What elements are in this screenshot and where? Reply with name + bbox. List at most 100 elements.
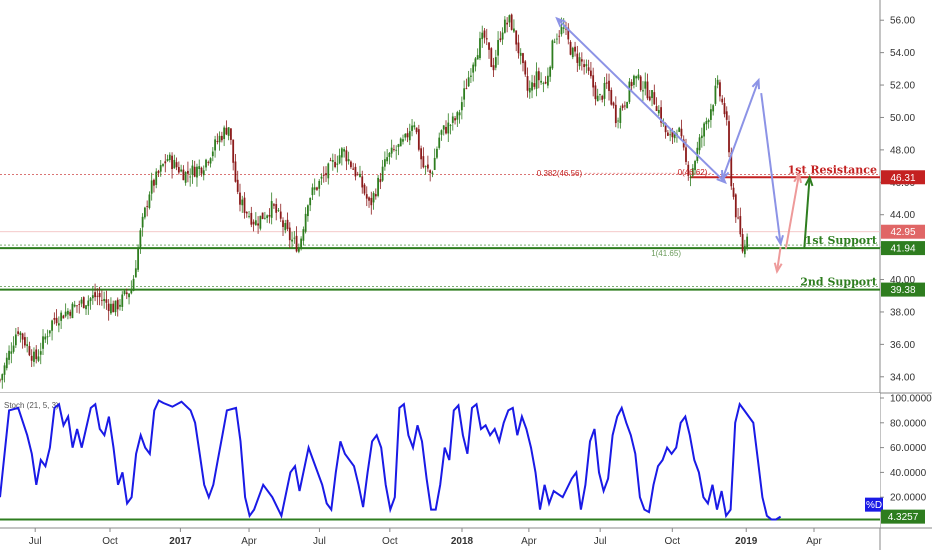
- price-labels: 1st Resistance 1st Support 2nd Support 0.38…: [537, 163, 878, 288]
- price-y-axis[interactable]: 34.0036.0038.0040.0042.0044.0046.0048.00…: [880, 16, 915, 384]
- candle-body: [48, 330, 51, 334]
- price-tick-label: 34.00: [890, 372, 915, 383]
- candle-body: [644, 81, 647, 89]
- candle-body: [637, 74, 640, 79]
- price-plot-area[interactable]: [0, 0, 880, 393]
- level-price-tag: [881, 282, 925, 297]
- candle-body: [628, 81, 631, 102]
- osc-tick-label: 40.0000: [890, 468, 927, 479]
- candle-body: [623, 105, 626, 107]
- candle-body: [87, 300, 90, 307]
- candle-body: [26, 344, 29, 347]
- candle-body: [347, 159, 350, 162]
- fib-label: 0(46.62): [678, 168, 708, 177]
- candle-body: [734, 194, 737, 218]
- candle-body: [51, 320, 53, 331]
- candle-body: [540, 80, 542, 83]
- candle-body: [517, 42, 520, 54]
- candle-body: [193, 166, 196, 177]
- candle-body: [368, 197, 370, 201]
- candle-body: [177, 167, 180, 173]
- candle-body: [300, 238, 303, 249]
- candle-body: [121, 294, 124, 307]
- candle-body: [467, 77, 470, 87]
- candle-body: [671, 131, 674, 138]
- candle-body: [91, 295, 94, 299]
- candle-body: [345, 150, 348, 162]
- candle-body: [205, 159, 207, 168]
- candle-body: [46, 336, 49, 338]
- candle-body: [33, 351, 35, 362]
- candle-body: [166, 159, 169, 161]
- price-tick-label: 48.00: [890, 145, 915, 156]
- oscillator-pane[interactable]: Stoch (21, 5, 3) 100.0000 80.0000 60.0000 4…: [0, 393, 932, 528]
- candle-body: [687, 164, 690, 176]
- price-tick-label: 36.00: [890, 340, 915, 351]
- price-tick-label: 40.00: [890, 275, 915, 286]
- candle-body: [703, 123, 706, 137]
- series-name-tag-text: %D: [866, 500, 882, 511]
- price-tick-label: 50.00: [890, 113, 915, 124]
- candle-body: [542, 83, 545, 85]
- candle-body: [411, 125, 413, 131]
- candle-body: [621, 105, 624, 108]
- candle-body: [415, 127, 418, 133]
- candle-body: [189, 176, 192, 178]
- candle-body: [370, 197, 373, 206]
- candle-body: [381, 166, 384, 181]
- time-axis[interactable]: Jul Oct 2017 Apr Jul Oct 2018 Apr Jul Oct 2019 Apr: [29, 528, 823, 547]
- candle-body: [501, 32, 504, 40]
- candle-body: [288, 227, 291, 241]
- oscillator-plot-area[interactable]: [0, 393, 880, 528]
- candle-body: [196, 166, 198, 178]
- candle-body: [302, 229, 305, 241]
- time-tick-label: 2017: [169, 536, 192, 547]
- candle-body: [499, 38, 502, 41]
- candle-body: [476, 55, 479, 60]
- candle-body: [200, 167, 203, 174]
- candle-body: [737, 217, 739, 219]
- candle-body: [89, 298, 92, 302]
- candle-body: [114, 300, 117, 313]
- candle-body: [263, 217, 266, 219]
- price-levels: [0, 172, 880, 291]
- candle-body: [44, 336, 47, 340]
- candle-body: [723, 103, 726, 115]
- candle-body: [168, 154, 171, 161]
- candle-body: [422, 156, 425, 168]
- candle-body: [571, 47, 574, 58]
- candle-body: [678, 127, 681, 132]
- candle-body: [76, 305, 78, 307]
- candle-body: [227, 127, 230, 136]
- candle-body: [297, 247, 300, 252]
- candle-body: [377, 177, 379, 196]
- oscillator-legend: Stoch (21, 5, 3): [4, 401, 59, 410]
- candle-body: [100, 299, 103, 301]
- candle-body: [71, 303, 74, 319]
- candle-body: [689, 177, 692, 178]
- candle-body: [617, 120, 619, 122]
- candle-body: [535, 71, 538, 89]
- candle-body: [442, 125, 445, 130]
- oscillator-y-axis[interactable]: 100.0000 80.0000 60.0000 40.0000 20.0000: [880, 394, 932, 504]
- candle-body: [546, 75, 549, 86]
- candle-body: [8, 350, 10, 360]
- candle-body: [132, 278, 135, 291]
- candle-body: [304, 213, 307, 232]
- candle-body: [64, 311, 67, 317]
- candle-body: [245, 212, 248, 214]
- candle-body: [123, 290, 126, 295]
- candle-body: [359, 173, 361, 178]
- candle-body: [666, 132, 669, 136]
- candle-body: [14, 334, 17, 346]
- candle-body: [134, 268, 137, 278]
- candle-body: [37, 356, 40, 361]
- candle-body: [524, 61, 527, 75]
- candle-body: [94, 292, 96, 298]
- candle-body: [503, 19, 506, 33]
- blue-arrow-2: [721, 79, 760, 180]
- candle-body: [578, 57, 581, 67]
- candle-body: [232, 139, 235, 163]
- price-tick-label: 38.00: [890, 307, 915, 318]
